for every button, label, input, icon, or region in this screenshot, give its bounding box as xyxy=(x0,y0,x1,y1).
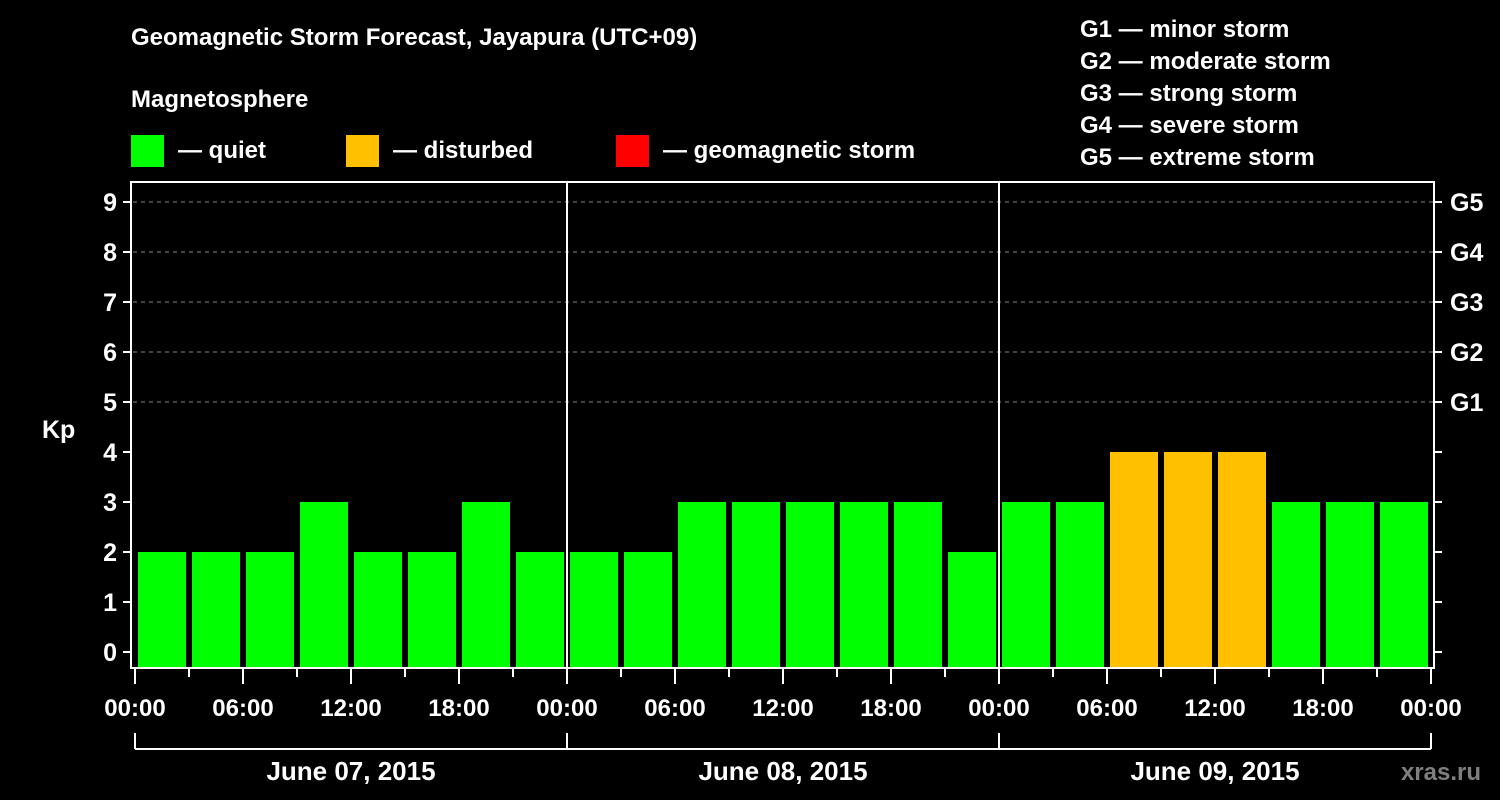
x-tick-label: 06:00 xyxy=(1076,695,1137,722)
kp-bar xyxy=(1110,452,1158,667)
kp-bar xyxy=(1272,502,1320,667)
y-tick-label: 3 xyxy=(103,489,117,517)
g-level-label: G4 xyxy=(1450,239,1483,267)
kp-bar xyxy=(408,552,456,667)
legend-label-quiet: — quiet xyxy=(178,136,266,164)
legend-item-quiet: — quiet xyxy=(131,134,266,167)
kp-bar xyxy=(894,502,942,667)
kp-bar xyxy=(840,502,888,667)
x-tick-label: 00:00 xyxy=(968,695,1029,722)
kp-bar xyxy=(462,502,510,667)
y-tick-label: 5 xyxy=(103,389,117,417)
x-tick-label: 12:00 xyxy=(1184,695,1245,722)
kp-bar xyxy=(138,552,186,667)
legend-label-disturbed: — disturbed xyxy=(393,136,534,164)
x-tick-label: 00:00 xyxy=(1400,695,1461,722)
y-tick-label: 0 xyxy=(103,639,117,667)
legend-label-storm: — geomagnetic storm xyxy=(663,136,916,164)
chart-title: Geomagnetic Storm Forecast, Jayapura (UT… xyxy=(131,24,698,51)
y-tick-label: 1 xyxy=(103,589,117,617)
kp-bar xyxy=(948,552,996,667)
g-scale-g1: G1 — minor storm xyxy=(1080,16,1290,43)
kp-bar xyxy=(1056,502,1104,667)
y-tick-label: 7 xyxy=(103,289,117,317)
kp-bar xyxy=(1164,452,1212,667)
kp-bar xyxy=(246,552,294,667)
g-level-label: G5 xyxy=(1450,189,1483,217)
legend-swatch-quiet xyxy=(131,134,164,167)
axes xyxy=(123,181,1442,750)
legend-swatch-storm xyxy=(616,134,649,167)
x-tick-label: 12:00 xyxy=(752,695,813,722)
y-axis-title: Kp xyxy=(42,416,75,444)
kp-bar xyxy=(786,502,834,667)
kp-bar xyxy=(1380,502,1428,667)
kp-bar xyxy=(354,552,402,667)
kp-bar xyxy=(732,502,780,667)
y-tick-label: 9 xyxy=(103,189,117,217)
x-tick-label: 12:00 xyxy=(320,695,381,722)
legend-item-storm: — geomagnetic storm xyxy=(616,134,915,167)
date-label: June 08, 2015 xyxy=(698,756,867,786)
g-scale-g4: G4 — severe storm xyxy=(1080,112,1299,139)
legend-swatch-disturbed xyxy=(346,134,379,167)
grid-lines xyxy=(133,201,1433,403)
kp-bar xyxy=(1002,502,1050,667)
g-scale-g2: G2 — moderate storm xyxy=(1080,48,1331,75)
x-tick-label: 18:00 xyxy=(860,695,921,722)
kp-bar xyxy=(1218,452,1266,667)
y-tick-label: 8 xyxy=(103,239,117,267)
chart-subtitle: Magnetosphere xyxy=(131,86,309,113)
g-scale-g3: G3 — strong storm xyxy=(1080,80,1298,107)
x-tick-label: 00:00 xyxy=(536,695,597,722)
g-scale-g5: G5 — extreme storm xyxy=(1080,144,1315,171)
x-tick-label: 00:00 xyxy=(104,695,165,722)
legend-item-disturbed: — disturbed xyxy=(346,134,533,167)
bars xyxy=(138,452,1428,667)
date-label: June 07, 2015 xyxy=(266,756,435,786)
g-level-label: G3 xyxy=(1450,289,1483,317)
x-tick-label: 18:00 xyxy=(1292,695,1353,722)
kp-bar xyxy=(1326,502,1374,667)
y-tick-label: 6 xyxy=(103,339,117,367)
g-level-label: G2 xyxy=(1450,339,1483,367)
g-level-label: G1 xyxy=(1450,389,1483,417)
kp-bar xyxy=(624,552,672,667)
watermark: xras.ru xyxy=(1401,759,1481,786)
y-tick-label: 4 xyxy=(103,439,117,467)
kp-bar xyxy=(192,552,240,667)
kp-bar xyxy=(516,552,564,667)
date-label: June 09, 2015 xyxy=(1130,756,1299,786)
x-tick-label: 18:00 xyxy=(428,695,489,722)
y-tick-label: 2 xyxy=(103,539,117,567)
axis-labels: 0 1 2 3 4 5 6 7 8 9 G1 G2 G3 G4 G5 Kp 00:00 06:00 12:00 18:… xyxy=(42,189,1483,786)
kp-bar xyxy=(570,552,618,667)
g-scale-legend: G1 — minor storm G2 — moderate storm G3 … xyxy=(1080,14,1331,174)
kp-bar xyxy=(300,502,348,667)
x-tick-label: 06:00 xyxy=(644,695,705,722)
kp-bar xyxy=(678,502,726,667)
x-tick-label: 06:00 xyxy=(212,695,273,722)
